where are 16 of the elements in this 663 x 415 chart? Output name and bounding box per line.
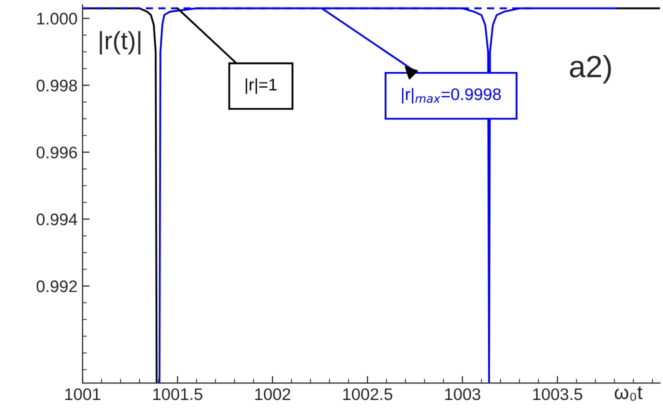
x-axis-title: ω₀t <box>614 386 642 401</box>
x-tick-label: 1003.5 <box>533 388 582 400</box>
annotation: a2) <box>570 55 611 84</box>
x-tick-label: 1002.5 <box>343 388 392 400</box>
y-tick-label: 0.998 <box>36 80 77 92</box>
y-tick-label: 0.992 <box>36 280 77 292</box>
y-tick-label: 1.000 <box>37 12 78 25</box>
annotation: |r|$_{max}$=0.9998 <box>402 88 501 104</box>
y-tick-label: 0.996 <box>36 146 77 158</box>
annotation: |r|=1 <box>246 78 277 94</box>
x-tick-label: 1001 <box>65 388 100 400</box>
y-tick-label: 0.994 <box>36 214 78 226</box>
x-tick-label: 1001.5 <box>153 388 202 400</box>
x-tick-label: 1003 <box>445 388 480 400</box>
x-tick-label: 1002 <box>255 388 290 400</box>
y-axis-title: |r(t)| <box>100 31 140 54</box>
